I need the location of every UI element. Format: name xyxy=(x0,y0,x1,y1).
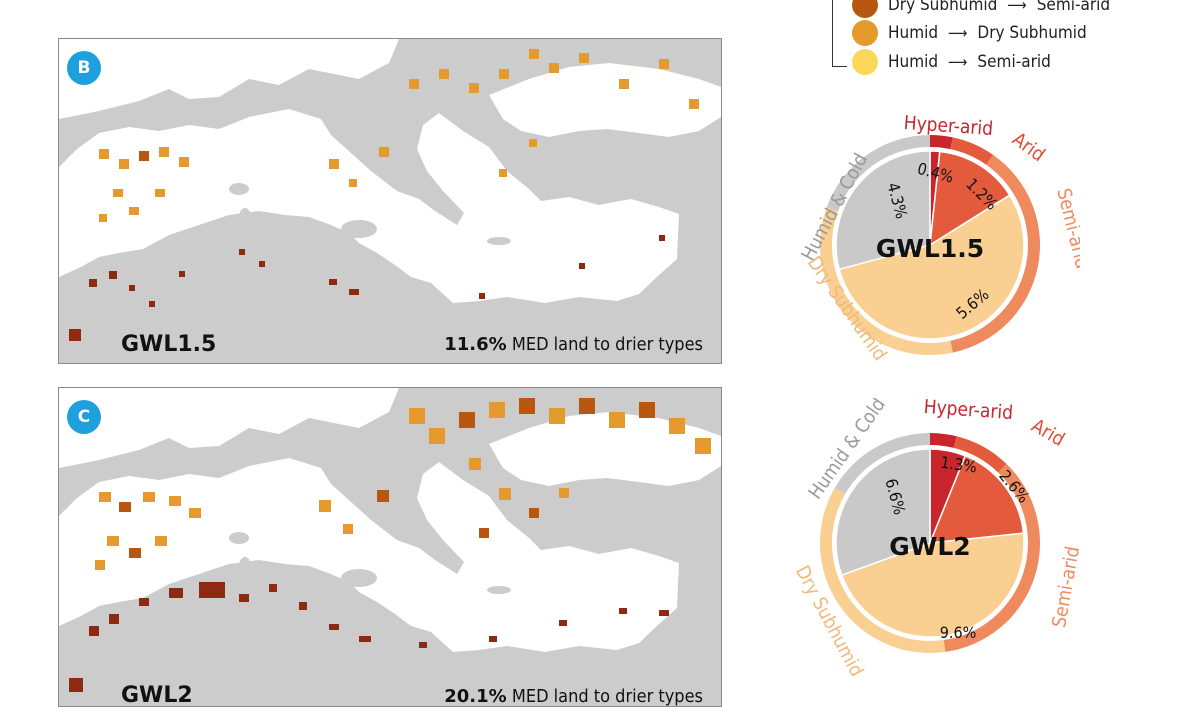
outer-ring-segment xyxy=(930,433,957,448)
outer-ring-segment xyxy=(950,154,1040,353)
svg-text:1.3%: 1.3% xyxy=(939,453,978,477)
map-panel-c: C GWL2 20.1% MED land to drier types xyxy=(58,387,722,707)
inner-label-dry-subhumid: 9.6% xyxy=(940,623,977,642)
land-change-percent: 20.1% xyxy=(444,686,507,707)
outer-label-semi-arid: Semi-arid xyxy=(1048,545,1080,630)
arrow-right-icon: ⟶ xyxy=(1007,0,1027,14)
arrow-right-icon: ⟶ xyxy=(948,53,968,71)
svg-text:Semi-arid: Semi-arid xyxy=(1048,545,1080,630)
outer-ring-segment xyxy=(820,207,953,355)
arrow-right-icon: ⟶ xyxy=(948,24,968,42)
legend-item-h-to-sa: Humid ⟶ Semi-arid xyxy=(852,49,1051,75)
legend-from: Dry Subhumid xyxy=(888,0,998,15)
legend-item-ds-to-sa: Dry Subhumid ⟶ Semi-arid xyxy=(852,0,1110,18)
legend-to: Semi-arid xyxy=(977,52,1051,72)
legend-from: Humid xyxy=(888,23,939,43)
land-change-percent: 11.6% xyxy=(444,334,507,355)
outer-ring-segment xyxy=(950,137,994,165)
legend-to: Dry Subhumid xyxy=(977,23,1087,43)
outer-ring-segment xyxy=(826,135,930,212)
outer-label-semi-arid: Semi-arid xyxy=(1052,186,1080,271)
donut-chart-gwl15: Humid & Cold Hyper-arid Arid Semi-arid D… xyxy=(797,112,1080,365)
outer-label-arid: Arid xyxy=(1028,415,1069,451)
inner-pie-slice xyxy=(835,448,931,577)
scenario-label: GWL2 xyxy=(121,683,193,707)
mediterranean-map xyxy=(59,388,721,706)
legend-dot-icon xyxy=(852,49,878,75)
outer-ring-segment xyxy=(834,433,930,494)
outer-label-hyper-arid: Hyper-arid xyxy=(923,398,1014,424)
land-change-caption: MED land to drier types xyxy=(511,334,703,355)
legend-bracket xyxy=(832,0,847,67)
inner-pie-slice xyxy=(835,150,931,271)
scenario-label: GWL1.5 xyxy=(121,332,217,357)
donut-chart-gwl2: Humid & Cold Hyper-arid Arid Semi-arid D… xyxy=(791,398,1080,680)
inner-label-hyper-arid: 1.3% xyxy=(939,453,978,477)
donut-center-label: GWL1.5 xyxy=(876,234,984,263)
outer-ring-segment xyxy=(930,135,953,150)
donut-center-label: GWL2 xyxy=(889,532,970,561)
land-change-stat: 11.6% MED land to drier types xyxy=(444,334,703,355)
land-change-stat: 20.1% MED land to drier types xyxy=(444,686,703,707)
legend-item-h-to-ds: Humid ⟶ Dry Subhumid xyxy=(852,20,1087,46)
svg-text:Arid: Arid xyxy=(1028,415,1069,451)
outer-ring-segment xyxy=(953,436,1007,473)
legend-from: Humid xyxy=(888,52,939,72)
panel-badge: B xyxy=(67,51,101,85)
outer-ring-segment xyxy=(820,488,946,653)
panel-badge: C xyxy=(67,400,101,434)
svg-text:Hyper-arid: Hyper-arid xyxy=(923,398,1014,424)
svg-text:Arid: Arid xyxy=(1008,128,1049,166)
land-change-caption: MED land to drier types xyxy=(511,686,703,707)
outer-label-arid: Arid xyxy=(1008,128,1049,166)
legend-dot-icon xyxy=(852,20,878,46)
svg-text:Semi-arid: Semi-arid xyxy=(1052,186,1080,271)
outer-ring-segment xyxy=(943,463,1040,652)
mediterranean-map xyxy=(59,39,721,363)
legend-dot-icon xyxy=(852,0,878,18)
map-panel-b: B GWL1.5 11.6% MED land to drier types xyxy=(58,38,722,364)
legend-to: Semi-arid xyxy=(1036,0,1111,15)
svg-text:9.6%: 9.6% xyxy=(940,623,977,642)
